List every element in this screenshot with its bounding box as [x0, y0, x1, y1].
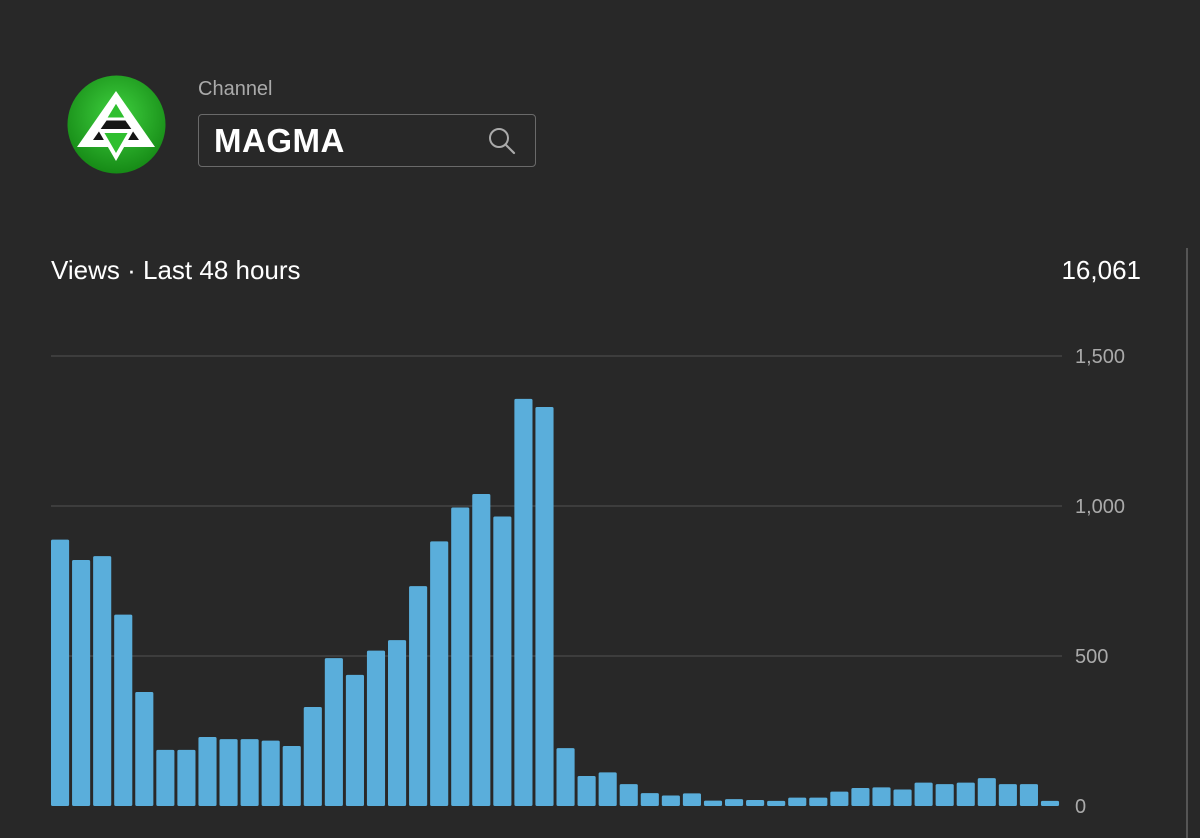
bar[interactable]: [114, 614, 133, 806]
bar[interactable]: [219, 739, 238, 806]
bar[interactable]: [1040, 800, 1060, 806]
bar[interactable]: [725, 799, 744, 806]
y-tick-label: 0: [1075, 796, 1086, 818]
bar[interactable]: [956, 782, 975, 806]
bar[interactable]: [851, 788, 870, 806]
bar[interactable]: [51, 539, 70, 806]
bar[interactable]: [177, 749, 196, 806]
bar[interactable]: [72, 560, 91, 806]
views-chart-card: Views · Last 48 hours 16,061: [0, 205, 1200, 838]
y-tick-label: 1,000: [1075, 496, 1125, 518]
bar[interactable]: [472, 494, 491, 806]
bar[interactable]: [303, 707, 322, 806]
bar[interactable]: [556, 748, 575, 806]
bar[interactable]: [514, 398, 533, 806]
bar[interactable]: [156, 749, 175, 806]
scrollbar-edge: [1186, 248, 1188, 838]
bar[interactable]: [619, 784, 638, 806]
bar[interactable]: [409, 586, 428, 806]
bar[interactable]: [661, 795, 680, 807]
bar[interactable]: [282, 746, 301, 806]
views-total: 16,061: [1061, 255, 1141, 285]
bar[interactable]: [93, 556, 112, 806]
y-tick-label: 500: [1075, 646, 1108, 668]
bar[interactable]: [872, 787, 891, 806]
bar[interactable]: [935, 784, 954, 806]
bar[interactable]: [261, 740, 280, 806]
bar[interactable]: [809, 797, 828, 806]
bar[interactable]: [682, 793, 701, 806]
bar[interactable]: [598, 772, 617, 806]
bar[interactable]: [198, 737, 217, 806]
bar[interactable]: [430, 541, 449, 806]
bar[interactable]: [998, 784, 1017, 806]
bar[interactable]: [451, 507, 470, 807]
channel-label: Channel: [198, 78, 273, 100]
bar[interactable]: [830, 791, 849, 806]
bar[interactable]: [788, 797, 807, 806]
chart-title: Views · Last 48 hours: [51, 255, 301, 285]
y-tick-label: 1,500: [1075, 346, 1125, 368]
bar[interactable]: [535, 407, 554, 806]
channel-header: Channel MAGMA: [0, 0, 1200, 205]
magma-logo-icon: [67, 75, 166, 174]
bar[interactable]: [977, 778, 996, 806]
bar[interactable]: [703, 800, 723, 806]
bar[interactable]: [746, 800, 765, 806]
bar[interactable]: [493, 516, 512, 807]
channel-name: MAGMA: [214, 122, 345, 159]
bar[interactable]: [767, 800, 786, 806]
bar[interactable]: [324, 658, 343, 806]
search-icon[interactable]: [487, 126, 517, 156]
bar[interactable]: [240, 739, 259, 806]
bar[interactable]: [640, 793, 659, 806]
bar[interactable]: [577, 776, 596, 806]
channel-selector[interactable]: MAGMA: [198, 114, 536, 167]
bar[interactable]: [345, 674, 364, 806]
bar[interactable]: [893, 789, 912, 807]
bar[interactable]: [1019, 784, 1038, 806]
bar[interactable]: [366, 650, 386, 806]
bar[interactable]: [388, 640, 407, 806]
bar[interactable]: [135, 692, 154, 806]
bar[interactable]: [914, 782, 933, 806]
